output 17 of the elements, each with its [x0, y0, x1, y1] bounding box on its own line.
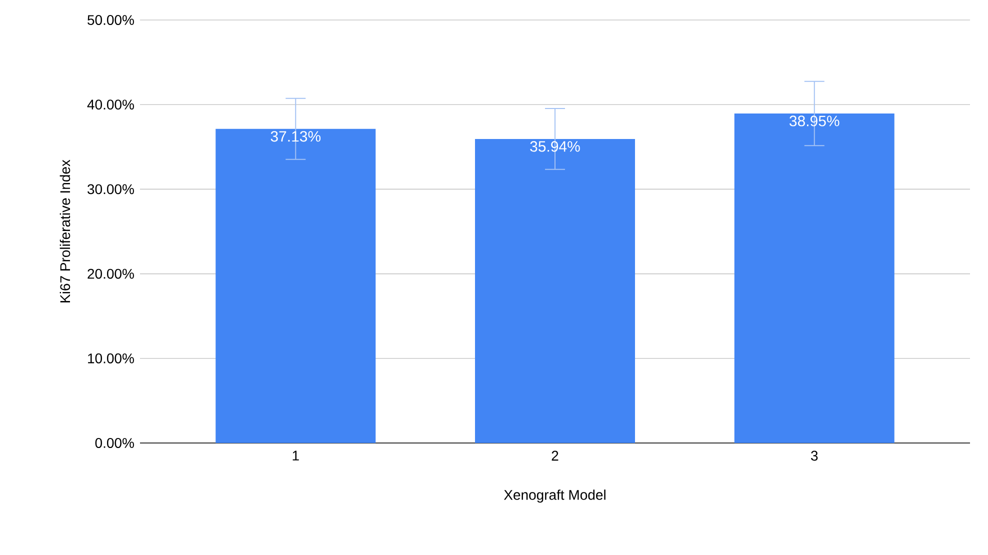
- bar: [475, 138, 636, 443]
- y-tick-label: 20.00%: [88, 268, 134, 279]
- y-tick-label: 50.00%: [88, 15, 134, 25]
- bar: [734, 113, 894, 443]
- x-tick-label: 3: [811, 450, 818, 461]
- y-axis-title: Ki67 Proliferative Index: [60, 160, 70, 302]
- x-axis-title: Xenograft Model: [504, 490, 606, 503]
- data-label: 35.94%: [530, 141, 580, 152]
- x-tick-label: 1: [292, 450, 299, 460]
- y-tick-label: 10.00%: [88, 353, 134, 364]
- y-tick-label: 0.00%: [95, 438, 134, 448]
- bar: [216, 128, 376, 443]
- y-tick-label: 30.00%: [88, 184, 134, 194]
- y-tick-label: 40.00%: [87, 100, 134, 110]
- data-label: 38.95%: [790, 116, 840, 126]
- data-label: 37.13%: [270, 131, 321, 142]
- x-tick-label: 2: [552, 450, 558, 461]
